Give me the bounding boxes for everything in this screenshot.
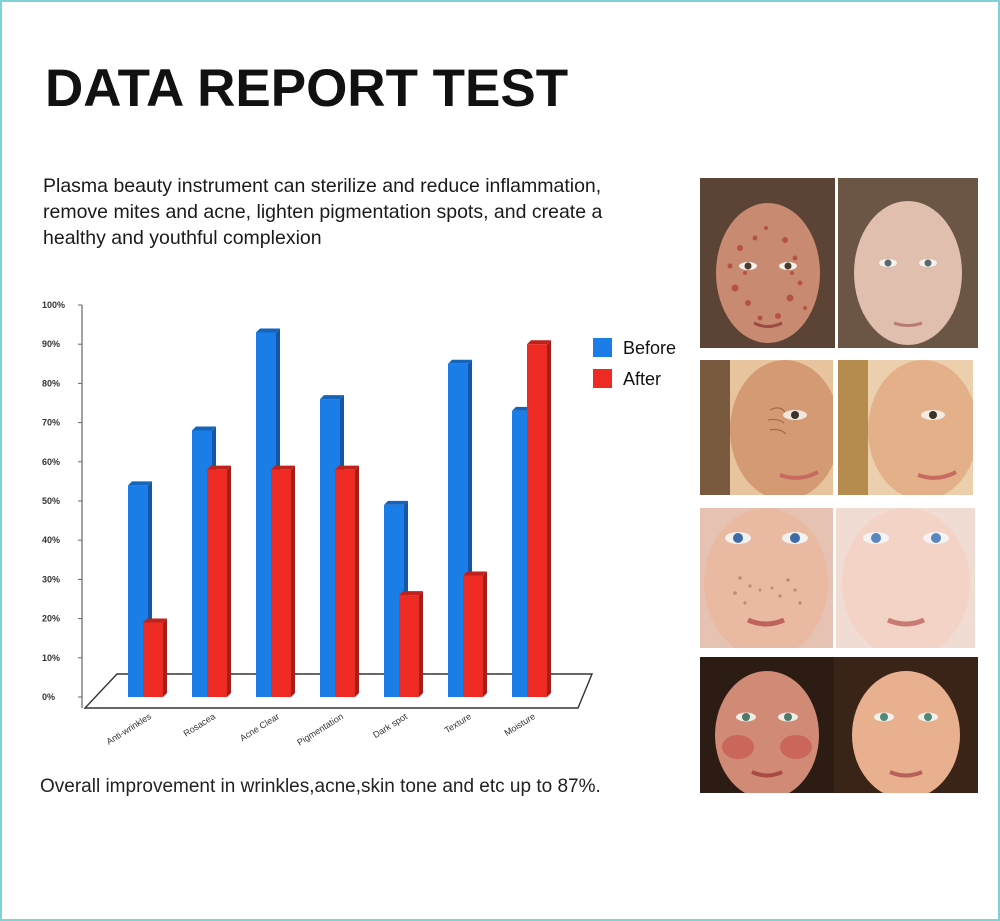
photo-pair-wrinkles bbox=[700, 360, 978, 495]
description-text: Plasma beauty instrument can sterilize a… bbox=[43, 175, 603, 249]
bar-after-rosacea bbox=[207, 465, 231, 697]
y-tick-label: 30% bbox=[42, 574, 60, 584]
freckle-face-before bbox=[700, 508, 833, 648]
y-tick-label: 60% bbox=[42, 457, 60, 467]
acne-face-after bbox=[838, 178, 978, 348]
x-tick-label: Pigmentation bbox=[295, 711, 345, 747]
bar-after-dark-spot bbox=[399, 591, 423, 697]
y-tick-label: 80% bbox=[42, 378, 60, 388]
y-tick-label: 40% bbox=[42, 535, 60, 545]
photo-pair-redness bbox=[700, 657, 978, 793]
y-tick-label: 90% bbox=[42, 339, 60, 349]
before-after-photos bbox=[700, 175, 978, 800]
x-tick-label: Rosacea bbox=[182, 711, 217, 738]
bar-after-anti-wrinkles bbox=[143, 618, 167, 697]
legend-label-after: After bbox=[623, 369, 661, 389]
y-tick-label: 70% bbox=[42, 418, 60, 428]
y-tick-label: 20% bbox=[42, 614, 60, 624]
bar-after-pigmentation bbox=[335, 465, 359, 697]
x-tick-label: Texture bbox=[443, 711, 473, 735]
redness-face-before bbox=[700, 657, 834, 793]
y-tick-label: 50% bbox=[42, 496, 60, 506]
legend-swatch-after bbox=[593, 369, 612, 388]
y-tick-label: 10% bbox=[42, 653, 60, 663]
bar-after-moisture bbox=[527, 340, 551, 697]
photo-pair-freckles bbox=[700, 508, 978, 648]
wrinkle-face-before bbox=[700, 360, 833, 495]
wrinkle-face-after bbox=[838, 360, 973, 495]
x-tick-label: Acne Clear bbox=[238, 711, 281, 743]
page-title: DATA REPORT TEST bbox=[45, 59, 569, 118]
x-tick-label: Anti-wrinkles bbox=[104, 711, 153, 747]
y-tick-label: 100% bbox=[42, 300, 65, 310]
photo-pair-acne bbox=[700, 178, 978, 348]
legend-swatch-before bbox=[593, 338, 612, 357]
y-tick-label: 0% bbox=[42, 692, 55, 702]
x-tick-label: Dark spot bbox=[371, 711, 409, 740]
bar-after-acne-clear bbox=[271, 465, 295, 697]
legend-label-before: Before bbox=[623, 338, 676, 358]
freckle-face-after bbox=[836, 508, 975, 648]
acne-face-before bbox=[700, 178, 835, 348]
bar-after-texture bbox=[463, 571, 487, 697]
redness-face-after bbox=[834, 657, 978, 793]
bar-chart: 0% 10% 20% 30% 40% 50% 60% 70% 80% 90% 100% Anti-wr… bbox=[42, 300, 676, 748]
improvement-footnote: Overall improvement in wrinkles,acne,ski… bbox=[40, 776, 601, 797]
x-tick-label: Moisture bbox=[502, 711, 537, 738]
